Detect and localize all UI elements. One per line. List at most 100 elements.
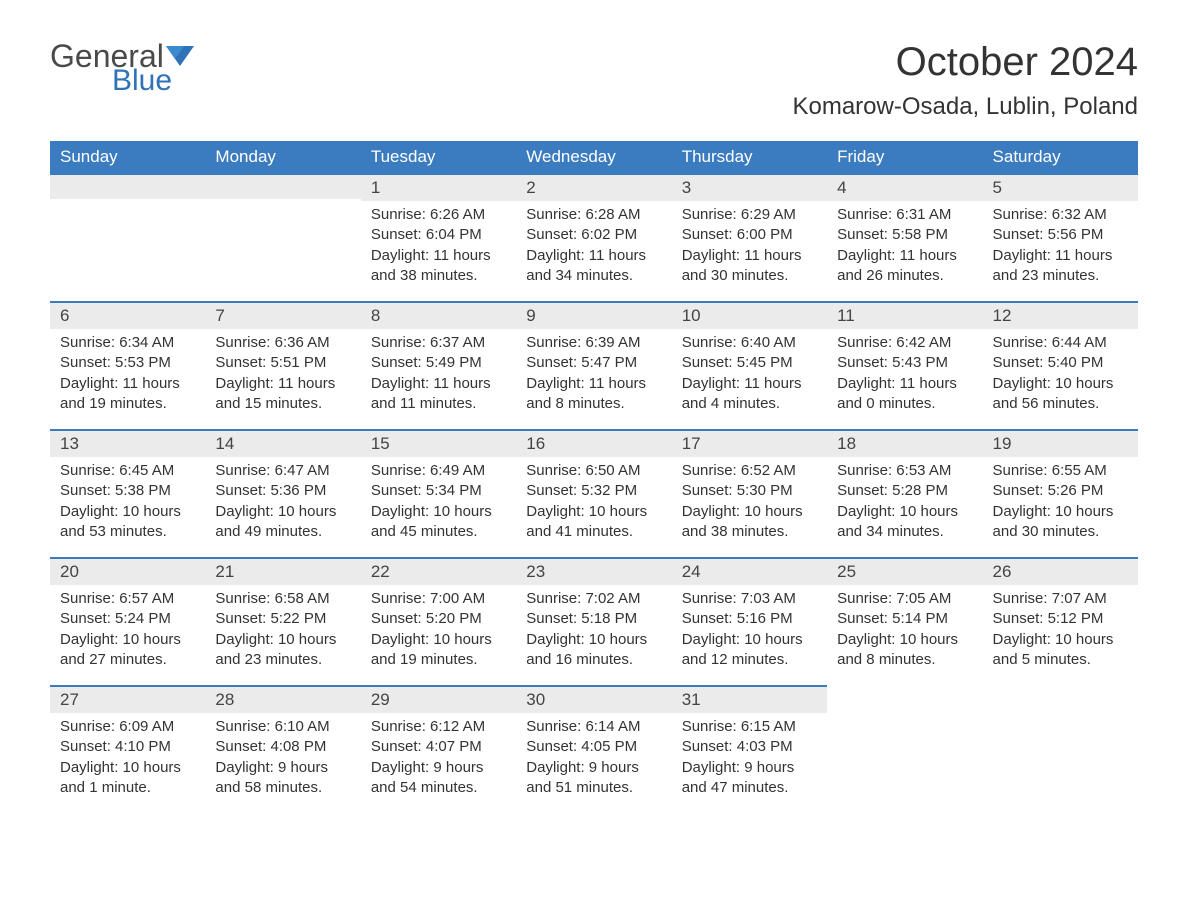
day-day2: and 49 minutes. (215, 522, 350, 542)
day-day1: Daylight: 10 hours (993, 630, 1128, 650)
calendar-day-cell: 4Sunrise: 6:31 AMSunset: 5:58 PMDaylight… (827, 173, 982, 301)
day-sunset: Sunset: 5:58 PM (837, 225, 972, 245)
day-day2: and 38 minutes. (371, 266, 506, 286)
day-sunset: Sunset: 5:12 PM (993, 609, 1128, 629)
day-sunrise: Sunrise: 7:00 AM (371, 589, 506, 609)
day-number: 2 (516, 173, 671, 201)
day-sunset: Sunset: 6:02 PM (526, 225, 661, 245)
day-day2: and 26 minutes. (837, 266, 972, 286)
day-day2: and 8 minutes. (837, 650, 972, 670)
calendar-day-cell: 25Sunrise: 7:05 AMSunset: 5:14 PMDayligh… (827, 557, 982, 685)
day-sunrise: Sunrise: 6:53 AM (837, 461, 972, 481)
day-day1: Daylight: 11 hours (371, 374, 506, 394)
calendar-week-row: 20Sunrise: 6:57 AMSunset: 5:24 PMDayligh… (50, 557, 1138, 685)
day-sunrise: Sunrise: 6:50 AM (526, 461, 661, 481)
day-day2: and 45 minutes. (371, 522, 506, 542)
day-sunrise: Sunrise: 6:52 AM (682, 461, 817, 481)
day-number: 22 (361, 557, 516, 585)
day-day1: Daylight: 11 hours (837, 246, 972, 266)
day-day1: Daylight: 9 hours (682, 758, 817, 778)
day-number: 8 (361, 301, 516, 329)
calendar-week-row: 27Sunrise: 6:09 AMSunset: 4:10 PMDayligh… (50, 685, 1138, 813)
day-content: Sunrise: 6:44 AMSunset: 5:40 PMDaylight:… (983, 329, 1138, 420)
day-number: 3 (672, 173, 827, 201)
day-day1: Daylight: 10 hours (993, 374, 1128, 394)
day-day1: Daylight: 10 hours (215, 502, 350, 522)
day-content: Sunrise: 6:10 AMSunset: 4:08 PMDaylight:… (205, 713, 360, 804)
day-sunset: Sunset: 5:24 PM (60, 609, 195, 629)
logo-text-blue: Blue (112, 66, 194, 96)
day-day2: and 15 minutes. (215, 394, 350, 414)
day-day2: and 11 minutes. (371, 394, 506, 414)
day-number: 18 (827, 429, 982, 457)
calendar-day-cell: 18 Sunrise: 6:53 AMSunset: 5:28 PMDayligh… (827, 429, 982, 557)
logo: General Blue (50, 40, 194, 96)
day-number: 4 (827, 173, 982, 201)
calendar-day-cell: 22Sunrise: 7:00 AMSunset: 5:20 PMDayligh… (361, 557, 516, 685)
day-number: 24 (672, 557, 827, 585)
day-day2: and 47 minutes. (682, 778, 817, 798)
day-day2: and 56 minutes. (993, 394, 1128, 414)
day-day1: Daylight: 11 hours (526, 374, 661, 394)
calendar-day-cell: 27Sunrise: 6:09 AMSunset: 4:10 PMDayligh… (50, 685, 205, 813)
day-content: Sunrise: 7:07 AMSunset: 5:12 PMDaylight:… (983, 585, 1138, 676)
day-content: Sunrise: 6:52 AMSunset: 5:30 PMDaylight:… (672, 457, 827, 548)
weekday-header: Monday (205, 141, 360, 173)
calendar-day-cell: 2Sunrise: 6:28 AMSunset: 6:02 PMDaylight… (516, 173, 671, 301)
day-sunrise: Sunrise: 7:05 AM (837, 589, 972, 609)
day-number: 9 (516, 301, 671, 329)
day-day2: and 34 minutes. (526, 266, 661, 286)
calendar-day-cell (983, 685, 1138, 813)
calendar-day-cell: 16Sunrise: 6:50 AMSunset: 5:32 PMDayligh… (516, 429, 671, 557)
day-sunset: Sunset: 5:38 PM (60, 481, 195, 501)
day-day2: and 0 minutes. (837, 394, 972, 414)
day-sunset: Sunset: 5:28 PM (837, 481, 972, 501)
day-content: Sunrise: 6:14 AMSunset: 4:05 PMDaylight:… (516, 713, 671, 804)
day-day2: and 34 minutes. (837, 522, 972, 542)
day-sunset: Sunset: 4:10 PM (60, 737, 195, 757)
day-day1: Daylight: 10 hours (993, 502, 1128, 522)
calendar-day-cell: 6Sunrise: 6:34 AMSunset: 5:53 PMDaylight… (50, 301, 205, 429)
calendar-day-cell: 17Sunrise: 6:52 AMSunset: 5:30 PMDayligh… (672, 429, 827, 557)
day-sunrise: Sunrise: 6:57 AM (60, 589, 195, 609)
day-sunrise: Sunrise: 6:55 AM (993, 461, 1128, 481)
day-day1: Daylight: 10 hours (371, 630, 506, 650)
day-content: Sunrise: 7:00 AMSunset: 5:20 PMDaylight:… (361, 585, 516, 676)
day-content: Sunrise: 6:39 AMSunset: 5:47 PMDaylight:… (516, 329, 671, 420)
day-number: 25 (827, 557, 982, 585)
calendar-week-row: 6Sunrise: 6:34 AMSunset: 5:53 PMDaylight… (50, 301, 1138, 429)
day-day2: and 27 minutes. (60, 650, 195, 670)
day-day2: and 54 minutes. (371, 778, 506, 798)
day-sunrise: Sunrise: 6:45 AM (60, 461, 195, 481)
day-day1: Daylight: 10 hours (837, 502, 972, 522)
day-content: Sunrise: 6:36 AMSunset: 5:51 PMDaylight:… (205, 329, 360, 420)
day-day1: Daylight: 10 hours (60, 758, 195, 778)
day-number: 30 (516, 685, 671, 713)
day-sunrise: Sunrise: 7:03 AM (682, 589, 817, 609)
day-sunset: Sunset: 5:34 PM (371, 481, 506, 501)
day-day1: Daylight: 10 hours (371, 502, 506, 522)
day-number: 7 (205, 301, 360, 329)
day-day2: and 41 minutes. (526, 522, 661, 542)
day-number: 1 (361, 173, 516, 201)
day-day2: and 19 minutes. (371, 650, 506, 670)
calendar-day-cell: 3Sunrise: 6:29 AMSunset: 6:00 PMDaylight… (672, 173, 827, 301)
day-number: 19 (983, 429, 1138, 457)
day-day2: and 23 minutes. (215, 650, 350, 670)
calendar-day-cell (827, 685, 982, 813)
calendar-day-cell: 24Sunrise: 7:03 AMSunset: 5:16 PMDayligh… (672, 557, 827, 685)
day-day2: and 5 minutes. (993, 650, 1128, 670)
calendar-day-cell: 23Sunrise: 7:02 AMSunset: 5:18 PMDayligh… (516, 557, 671, 685)
day-content: Sunrise: 6:42 AMSunset: 5:43 PMDaylight:… (827, 329, 982, 420)
calendar-day-cell: 28Sunrise: 6:10 AMSunset: 4:08 PMDayligh… (205, 685, 360, 813)
day-sunset: Sunset: 5:30 PM (682, 481, 817, 501)
day-sunset: Sunset: 5:18 PM (526, 609, 661, 629)
logo-flag-icon (166, 46, 194, 66)
day-sunset: Sunset: 6:00 PM (682, 225, 817, 245)
day-day1: Daylight: 11 hours (215, 374, 350, 394)
day-number: 31 (672, 685, 827, 713)
day-day1: Daylight: 10 hours (837, 630, 972, 650)
day-day1: Daylight: 11 hours (837, 374, 972, 394)
day-number: 29 (361, 685, 516, 713)
day-sunrise: Sunrise: 6:47 AM (215, 461, 350, 481)
